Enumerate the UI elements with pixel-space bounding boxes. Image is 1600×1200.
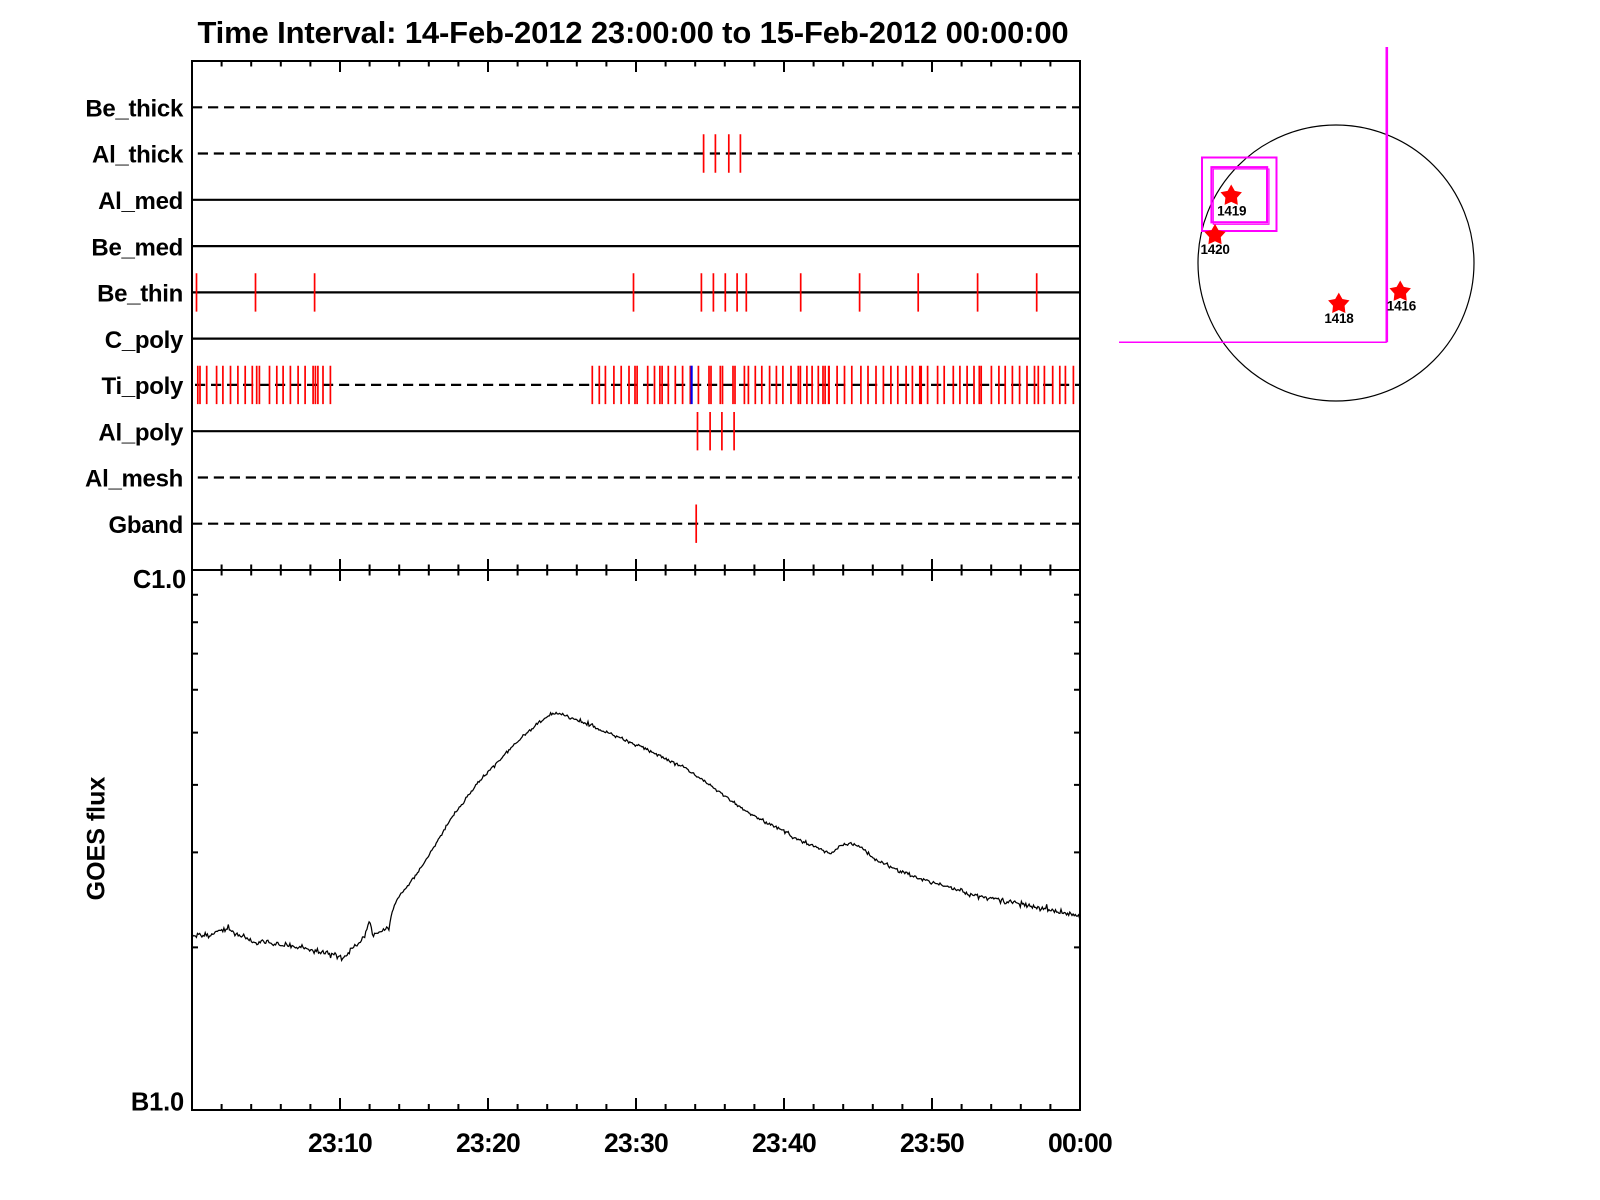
svg-text:23:40: 23:40 (752, 1128, 816, 1158)
svg-text:Be_med: Be_med (91, 234, 183, 261)
svg-text:C1.0: C1.0 (133, 566, 186, 594)
svg-text:Be_thick: Be_thick (85, 96, 184, 123)
svg-text:1419: 1419 (1217, 204, 1246, 219)
svg-text:C_poly: C_poly (105, 327, 184, 354)
svg-text:Al_med: Al_med (98, 188, 183, 215)
svg-text:Al_poly: Al_poly (98, 419, 184, 446)
svg-text:23:30: 23:30 (604, 1128, 668, 1158)
svg-text:Ti_poly: Ti_poly (102, 373, 184, 400)
svg-text:Gband: Gband (109, 512, 184, 539)
svg-text:00:00: 00:00 (1048, 1128, 1112, 1158)
svg-text:23:50: 23:50 (900, 1128, 964, 1158)
svg-text:23:10: 23:10 (308, 1128, 372, 1158)
svg-text:Be_thin: Be_thin (97, 281, 183, 308)
svg-text:Al_mesh: Al_mesh (85, 466, 183, 493)
svg-text:GOES flux: GOES flux (83, 777, 111, 901)
svg-text:Al_thick: Al_thick (92, 142, 184, 169)
svg-text:1416: 1416 (1387, 299, 1417, 314)
svg-text:1418: 1418 (1324, 311, 1354, 326)
svg-text:23:20: 23:20 (456, 1128, 520, 1158)
svg-text:B1.0: B1.0 (131, 1089, 184, 1117)
svg-text:Time Interval: 14-Feb-2012 23:: Time Interval: 14-Feb-2012 23:00:00 to 1… (197, 15, 1068, 50)
svg-text:1420: 1420 (1200, 242, 1229, 257)
